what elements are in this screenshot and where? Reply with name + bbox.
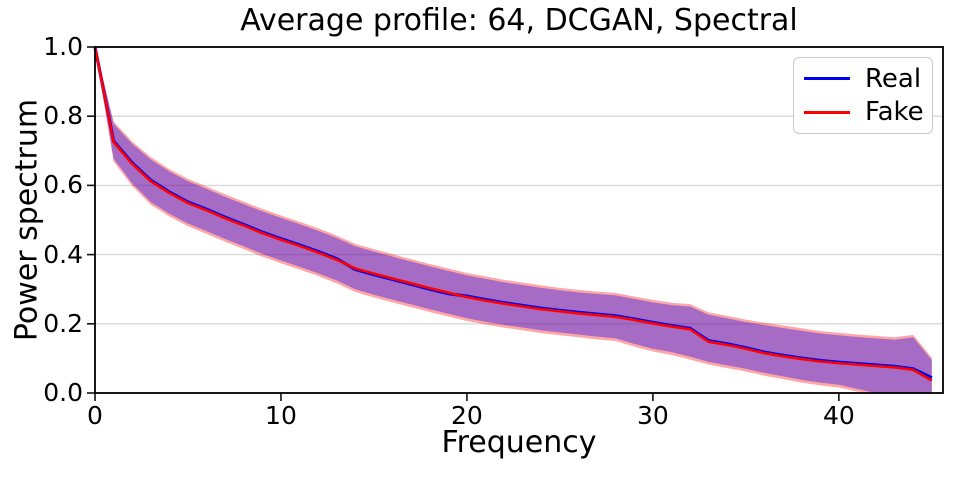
- y-tick-label: 1.0: [43, 32, 83, 61]
- y-tick-label: 0.8: [43, 101, 83, 131]
- real-band: [95, 47, 932, 393]
- fake-line-sample-icon: [804, 110, 850, 114]
- x-tick-label: 40: [822, 401, 855, 430]
- x-tick-label: 30: [636, 401, 669, 430]
- y-tick-label: 0.0: [43, 378, 83, 407]
- y-axis-label: Power spectrum: [9, 98, 45, 342]
- legend-entry-fake: Fake: [804, 97, 924, 128]
- y-tick-label: 0.2: [43, 308, 83, 338]
- real-line-sample-icon: [804, 77, 850, 81]
- fake-band: [95, 44, 932, 393]
- x-tick-label: 20: [451, 401, 483, 430]
- legend-entry-real: Real: [804, 65, 922, 93]
- legend: Real Fake: [793, 57, 933, 134]
- x-tick-label: 0: [87, 401, 103, 430]
- x-tick-label: 10: [265, 401, 297, 430]
- plot-area: 0 10 20 30 40 0.0 0.2 0.4 0.6 0.8 1.0: [43, 34, 944, 429]
- chart-canvas: [87, 44, 944, 401]
- y-tick-label: 0.4: [43, 239, 83, 269]
- legend-label-fake: Fake: [865, 97, 924, 128]
- x-axis-label: Frequency: [441, 425, 597, 460]
- axes-spines: [94, 46, 944, 394]
- fake-line: [93, 46, 933, 382]
- chart-title: Average profile: 64, DCGAN, Spectral: [240, 3, 798, 38]
- legend-label-real: Real: [865, 63, 922, 94]
- y-tick-label: 0.6: [43, 170, 83, 200]
